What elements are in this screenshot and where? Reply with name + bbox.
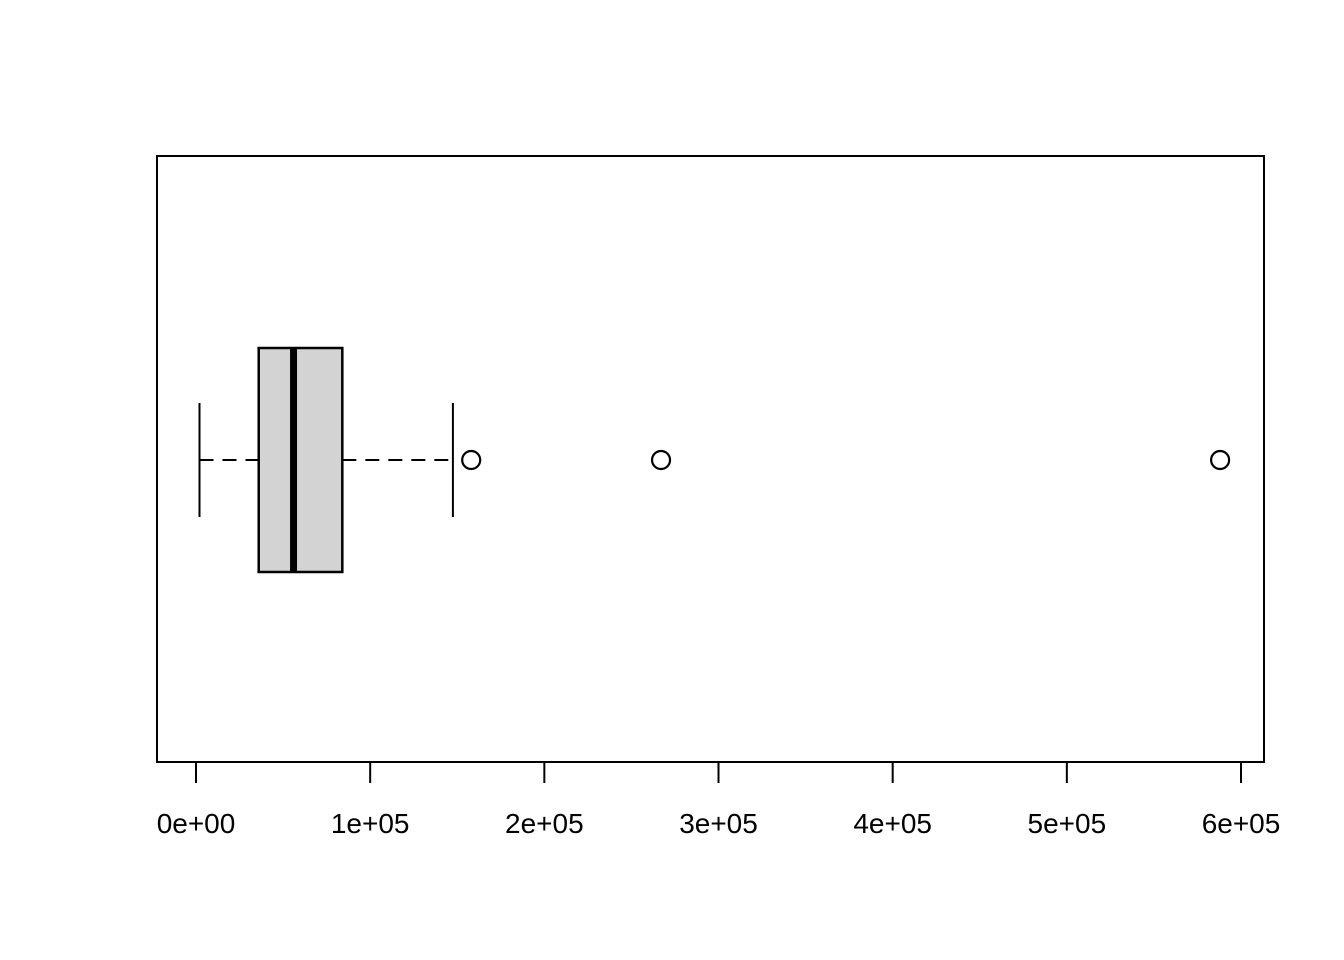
iqr-box	[257, 346, 344, 574]
x-axis-tick-label: 1e+05	[331, 808, 410, 839]
x-axis-tick-label: 5e+05	[1028, 808, 1107, 839]
x-axis-tick-label: 2e+05	[505, 808, 584, 839]
x-axis-tick-label: 6e+05	[1202, 808, 1281, 839]
plot-border	[156, 155, 1265, 763]
outlier-point	[461, 449, 482, 471]
x-axis-tick-label: 0e+00	[157, 808, 236, 839]
outlier-point	[1210, 449, 1231, 471]
outlier-point	[650, 449, 672, 471]
x-axis-tick-label: 3e+05	[679, 808, 758, 839]
x-axis-tick-label: 4e+05	[853, 808, 932, 839]
